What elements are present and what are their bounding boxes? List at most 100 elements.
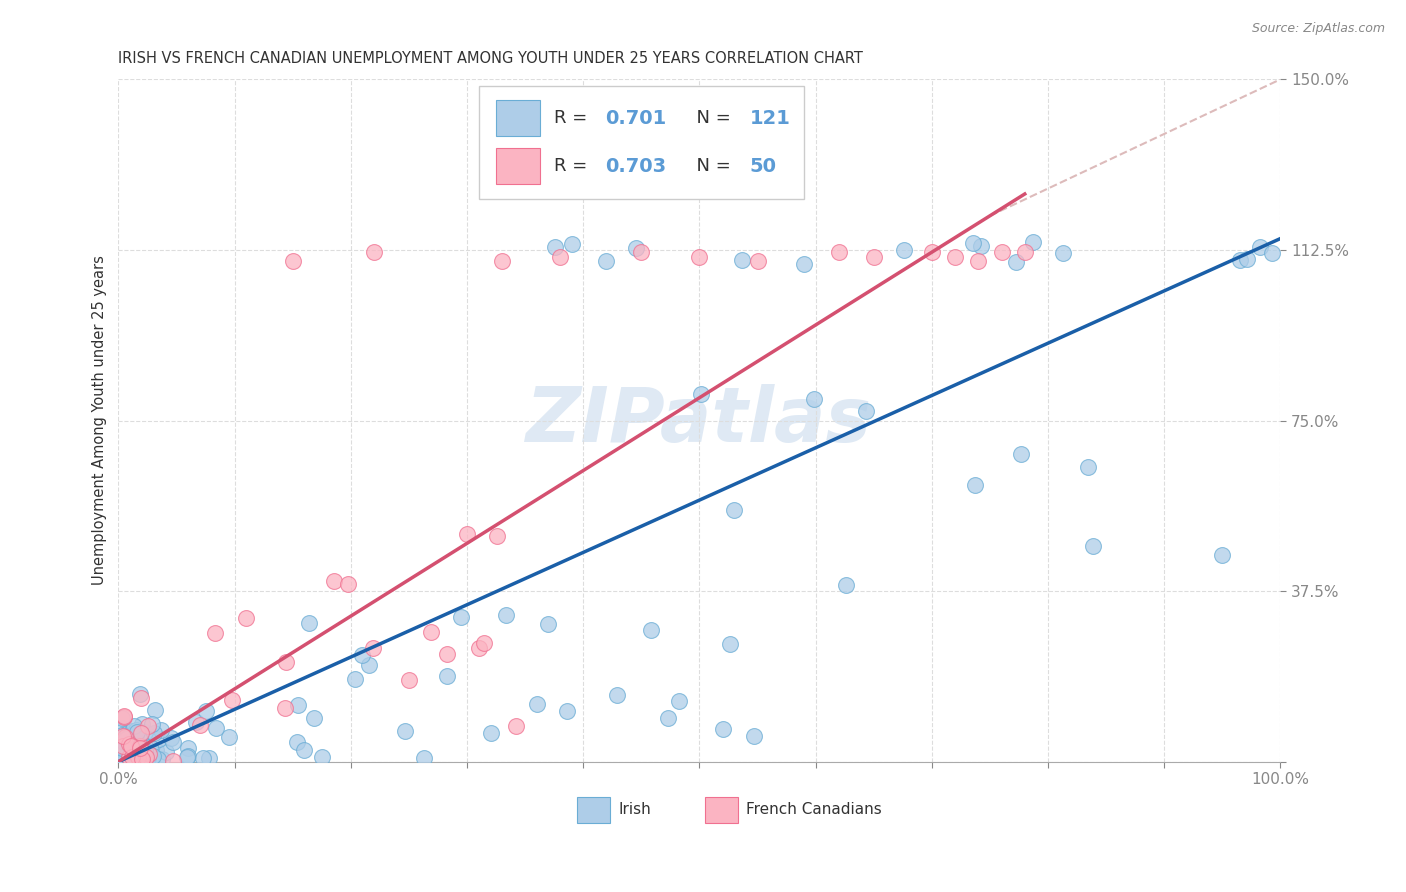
Point (145, 743, 167, 757)
Point (274, 701, 297, 715)
Point (688, 250, 710, 264)
Point (624, 241, 647, 255)
Point (139, 752, 162, 766)
Point (111, 721, 134, 735)
Point (129, 690, 152, 705)
Bar (706, 797, 738, 823)
Point (468, 640, 491, 655)
Text: R =: R = (554, 109, 593, 128)
Point (148, 731, 170, 746)
Text: 0.703: 0.703 (606, 156, 666, 176)
Point (526, 697, 548, 711)
Point (862, 250, 884, 264)
Point (204, 626, 226, 640)
Point (118, 750, 141, 764)
Point (138, 740, 160, 755)
Point (138, 747, 160, 762)
Point (198, 751, 221, 765)
Point (121, 724, 143, 739)
FancyBboxPatch shape (478, 87, 804, 199)
Point (723, 503, 745, 517)
Point (131, 716, 153, 731)
Point (606, 688, 628, 702)
Point (129, 727, 152, 741)
Point (803, 392, 825, 407)
Point (412, 751, 434, 765)
Point (359, 657, 381, 672)
Point (129, 688, 152, 702)
Point (835, 578, 858, 592)
Bar (496, 148, 540, 184)
Point (176, 750, 198, 764)
Point (742, 729, 765, 743)
Point (141, 716, 163, 731)
Point (274, 655, 297, 669)
Point (135, 750, 157, 764)
Point (970, 239, 993, 253)
Point (127, 750, 149, 764)
Text: Source: ZipAtlas.com: Source: ZipAtlas.com (1251, 22, 1385, 36)
Point (114, 743, 136, 757)
Point (112, 710, 135, 724)
Point (668, 694, 690, 708)
Point (125, 735, 148, 749)
Point (962, 236, 984, 251)
Point (479, 726, 502, 740)
Point (124, 750, 146, 764)
Point (112, 735, 135, 749)
Point (352, 648, 374, 662)
Point (143, 703, 166, 717)
Point (548, 250, 571, 264)
Point (188, 718, 211, 732)
Point (398, 673, 420, 687)
Point (122, 752, 145, 766)
Point (115, 731, 138, 746)
Point (344, 672, 367, 686)
Point (544, 240, 567, 254)
Point (491, 254, 513, 268)
Point (1211, 548, 1233, 562)
Point (120, 739, 142, 753)
Point (162, 754, 184, 768)
Point (630, 245, 652, 260)
Point (1081, 539, 1104, 553)
Point (221, 693, 243, 707)
Point (136, 719, 159, 733)
Point (149, 723, 172, 738)
Point (111, 747, 134, 761)
Point (134, 744, 156, 758)
Point (921, 245, 943, 260)
Point (152, 752, 174, 766)
Point (1261, 246, 1284, 260)
Point (555, 704, 578, 718)
Point (141, 751, 163, 765)
Point (122, 719, 145, 733)
Point (129, 725, 152, 739)
Point (292, 743, 315, 757)
Point (963, 478, 986, 492)
Point (111, 754, 134, 768)
Point (456, 527, 478, 541)
Point (186, 714, 208, 729)
Point (436, 669, 458, 683)
Point (177, 741, 200, 756)
Point (128, 748, 150, 763)
Text: N =: N = (686, 157, 737, 175)
Point (595, 253, 617, 268)
Point (1249, 240, 1271, 254)
Text: N =: N = (686, 109, 737, 128)
Point (311, 749, 333, 764)
Point (436, 648, 458, 662)
Point (194, 704, 217, 718)
Point (111, 743, 134, 757)
Point (134, 725, 156, 739)
Point (893, 244, 915, 258)
Point (394, 724, 416, 739)
Point (111, 727, 134, 741)
Point (131, 752, 153, 766)
Point (142, 748, 165, 763)
Point (111, 711, 134, 725)
Point (731, 252, 754, 267)
Point (160, 731, 183, 745)
Text: R =: R = (554, 157, 593, 175)
